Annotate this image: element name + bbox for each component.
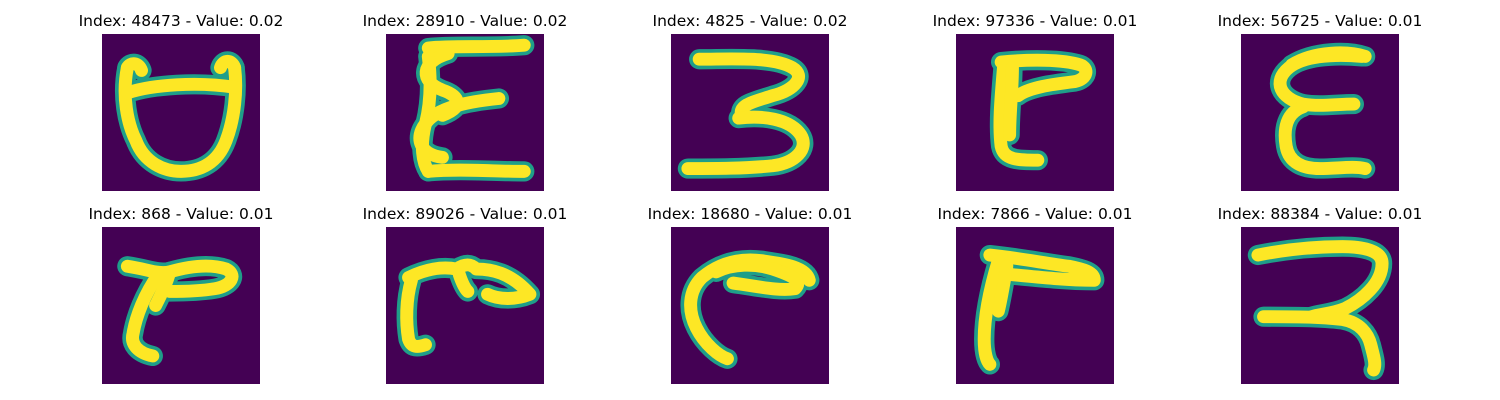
panel-title: Index: 7866 - Value: 0.01 (937, 205, 1133, 223)
glyph-image (671, 227, 829, 384)
glyph-image (102, 227, 260, 384)
panel-18680: Index: 18680 - Value: 0.01 (630, 203, 870, 384)
panel-title: Index: 48473 - Value: 0.02 (78, 12, 284, 30)
panel-97336: Index: 97336 - Value: 0.01 (915, 10, 1155, 191)
glyph-image (956, 34, 1114, 191)
panel-56725: Index: 56725 - Value: 0.01 (1200, 10, 1440, 191)
glyph-image (1241, 227, 1399, 384)
glyph-image (386, 227, 544, 384)
glyph-image (956, 227, 1114, 384)
panel-title: Index: 4825 - Value: 0.02 (652, 12, 848, 30)
panel-title: Index: 88384 - Value: 0.01 (1217, 205, 1423, 223)
panel-28910: Index: 28910 - Value: 0.02 (345, 10, 585, 191)
panel-88384: Index: 88384 - Value: 0.01 (1200, 203, 1440, 384)
glyph-image (102, 34, 260, 191)
glyph-image (386, 34, 544, 191)
panel-4825: Index: 4825 - Value: 0.02 (630, 10, 870, 191)
panel-title: Index: 868 - Value: 0.01 (88, 205, 274, 223)
panel-title: Index: 89026 - Value: 0.01 (362, 205, 568, 223)
panel-title: Index: 28910 - Value: 0.02 (362, 12, 568, 30)
panel-868: Index: 868 - Value: 0.01 (61, 203, 301, 384)
panel-title: Index: 18680 - Value: 0.01 (647, 205, 853, 223)
glyph-image (1241, 34, 1399, 191)
panel-7866: Index: 7866 - Value: 0.01 (915, 203, 1155, 384)
panel-title: Index: 97336 - Value: 0.01 (932, 12, 1138, 30)
panel-title: Index: 56725 - Value: 0.01 (1217, 12, 1423, 30)
panel-89026: Index: 89026 - Value: 0.01 (345, 203, 585, 384)
panel-48473: Index: 48473 - Value: 0.02 (61, 10, 301, 191)
glyph-image (671, 34, 829, 191)
